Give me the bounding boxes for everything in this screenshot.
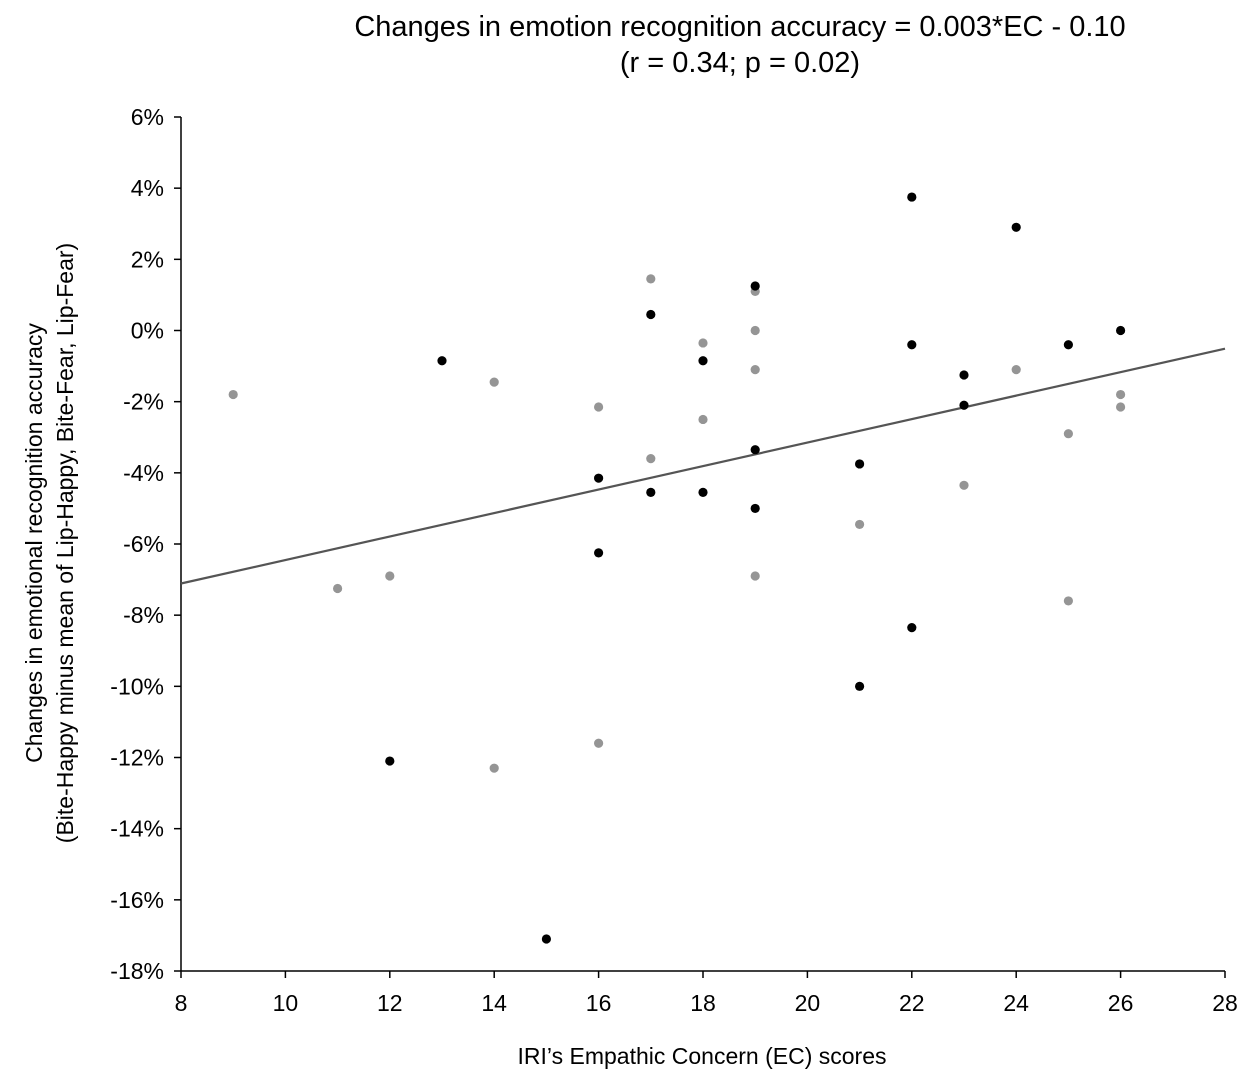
gray-data-point (1011, 365, 1021, 375)
gray-data-point (1063, 429, 1073, 439)
x-tick-label: 10 (273, 990, 299, 1016)
gray-data-point (750, 325, 760, 336)
gray-data-point (646, 274, 656, 284)
y-axis-title: Changes in emotional recognition accurac… (21, 243, 78, 843)
gray-data-point (489, 763, 499, 773)
x-ticks: 8 10 12 14 16 18 20 22 24 26 28 (175, 971, 1238, 1016)
y-tick-label: -6% (123, 531, 164, 557)
x-tick-label: 24 (1003, 990, 1029, 1016)
chart-title: Changes in emotion recognition accuracy … (354, 11, 1125, 43)
black-data-point (646, 487, 656, 498)
data-points (228, 192, 1126, 944)
black-data-point (750, 281, 760, 291)
trendline (180, 347, 1226, 585)
x-tick-label: 14 (481, 990, 507, 1016)
gray-data-point (1116, 402, 1126, 412)
black-data-point (907, 623, 917, 633)
x-tick-label: 26 (1108, 990, 1134, 1016)
gray-data-point (698, 338, 708, 348)
black-data-point (959, 400, 969, 410)
y-ticks: 6% 4% 2% 0% -2% -4% -6% -8% -10% -12% -14% -16% -18% (110, 104, 181, 984)
y-tick-label: -14% (110, 816, 164, 842)
black-data-point (907, 192, 917, 202)
gray-data-point (385, 571, 395, 581)
black-data-point (698, 487, 708, 498)
y-tick-label: -10% (110, 673, 164, 699)
gray-data-point (228, 389, 238, 400)
x-tick-label: 8 (175, 990, 188, 1016)
black-data-point (959, 370, 969, 380)
gray-data-point (750, 365, 760, 375)
y-tick-label: 4% (131, 175, 164, 201)
y-tick-label: -18% (110, 958, 164, 984)
black-data-point (541, 934, 552, 944)
x-tick-label: 20 (795, 990, 821, 1016)
black-data-point (1011, 222, 1021, 232)
black-data-point (385, 756, 395, 766)
trendline-group (180, 347, 1226, 585)
y-tick-label: -4% (123, 460, 164, 486)
y-tick-label: 6% (131, 104, 164, 130)
gray-data-point (959, 480, 969, 490)
black-data-point (855, 681, 865, 691)
gray-data-point (333, 583, 343, 594)
black-data-point (750, 445, 760, 455)
x-tick-label: 18 (690, 990, 716, 1016)
chart-subtitle: (r = 0.34; p = 0.02) (620, 47, 860, 79)
black-data-point (855, 459, 865, 469)
x-axis-title: IRI’s Empathic Concern (EC) scores (518, 1043, 887, 1069)
gray-data-point (855, 519, 865, 530)
gray-data-point (750, 571, 760, 581)
y-axis-title-line1: Changes in emotional recognition accurac… (21, 323, 47, 763)
black-data-point (750, 503, 760, 514)
gray-data-point (594, 402, 604, 412)
y-tick-label: -2% (123, 389, 164, 415)
gray-data-point (1063, 596, 1073, 606)
x-tick-label: 12 (377, 990, 403, 1016)
gray-data-point (489, 377, 499, 387)
y-tick-label: -8% (123, 602, 164, 628)
black-data-point (437, 356, 447, 366)
black-data-point (594, 548, 604, 558)
gray-data-point (646, 454, 656, 464)
y-tick-label: 0% (131, 318, 164, 344)
black-data-point (594, 473, 604, 483)
black-data-point (698, 356, 708, 366)
gray-data-point (1116, 389, 1126, 400)
black-data-point (646, 309, 656, 320)
x-tick-label: 16 (586, 990, 612, 1016)
black-data-point (1116, 325, 1126, 336)
black-data-point (907, 340, 917, 350)
x-tick-label: 22 (899, 990, 925, 1016)
gray-data-point (698, 414, 708, 425)
y-tick-label: -12% (110, 745, 164, 771)
black-data-point (1063, 340, 1073, 350)
x-tick-label: 28 (1212, 990, 1238, 1016)
axes (180, 117, 1225, 972)
y-tick-label: -16% (110, 887, 164, 913)
gray-data-point (594, 738, 604, 748)
y-tick-label: 2% (131, 246, 164, 272)
y-axis-title-line2: (Bite-Happy minus mean of Lip-Happy, Bit… (52, 243, 78, 843)
